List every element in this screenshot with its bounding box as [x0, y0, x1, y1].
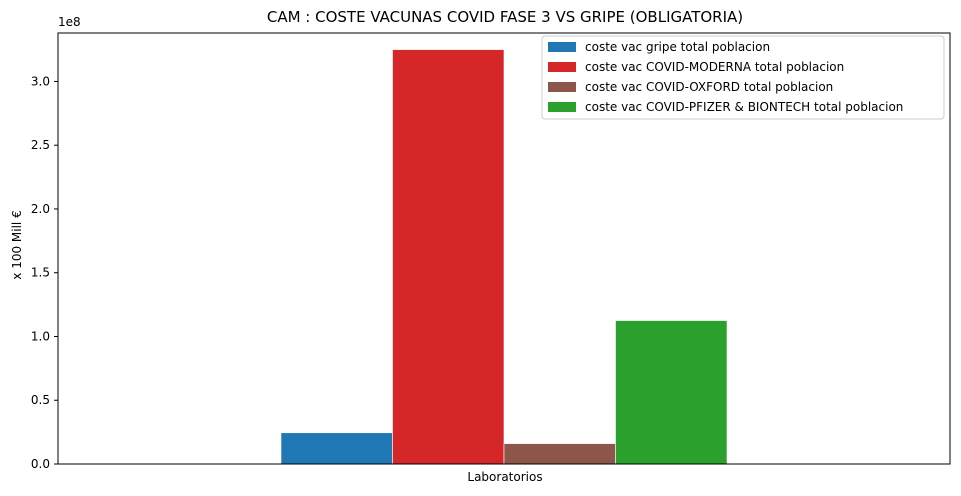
y-axis-offset-label: 1e8 — [58, 15, 81, 29]
bar — [392, 49, 505, 465]
y-tick-label: 2.0 — [31, 202, 50, 216]
y-tick-label: 2.5 — [31, 138, 50, 152]
y-tick-label: 1.5 — [31, 266, 50, 280]
y-axis-label: x 100 Mill € — [10, 210, 24, 279]
x-axis-label: Laboratorios — [467, 470, 542, 484]
y-tick-label: 1.0 — [31, 329, 50, 343]
legend-label: coste vac COVID-MODERNA total poblacion — [585, 60, 844, 74]
legend-swatch — [548, 82, 576, 92]
plot-frame — [57, 32, 951, 465]
legend-box — [541, 35, 945, 120]
y-tick-label: 0.0 — [31, 457, 50, 471]
legend-label: coste vac COVID-PFIZER & BIONTECH total … — [585, 100, 903, 114]
chart-title: CAM : COSTE VACUNAS COVID FASE 3 VS GRIP… — [267, 8, 743, 26]
legend-label: coste vac COVID-OXFORD total poblacion — [585, 80, 833, 94]
bar — [280, 432, 393, 465]
bar — [615, 320, 728, 465]
legend-swatch — [548, 42, 576, 52]
y-tick-label: 3.0 — [31, 74, 50, 88]
y-tick-label: 0.5 — [31, 393, 50, 407]
legend-swatch — [548, 102, 576, 112]
y-axis: 0.0 0.5 1.0 1.5 2.0 2.5 3.0 — [31, 74, 58, 471]
legend-swatch — [548, 62, 576, 72]
legend-label: coste vac gripe total poblacion — [585, 40, 770, 54]
bar — [503, 443, 616, 465]
legend: coste vac gripe total poblacion coste vac… — [541, 35, 945, 120]
bars-group — [280, 49, 728, 465]
